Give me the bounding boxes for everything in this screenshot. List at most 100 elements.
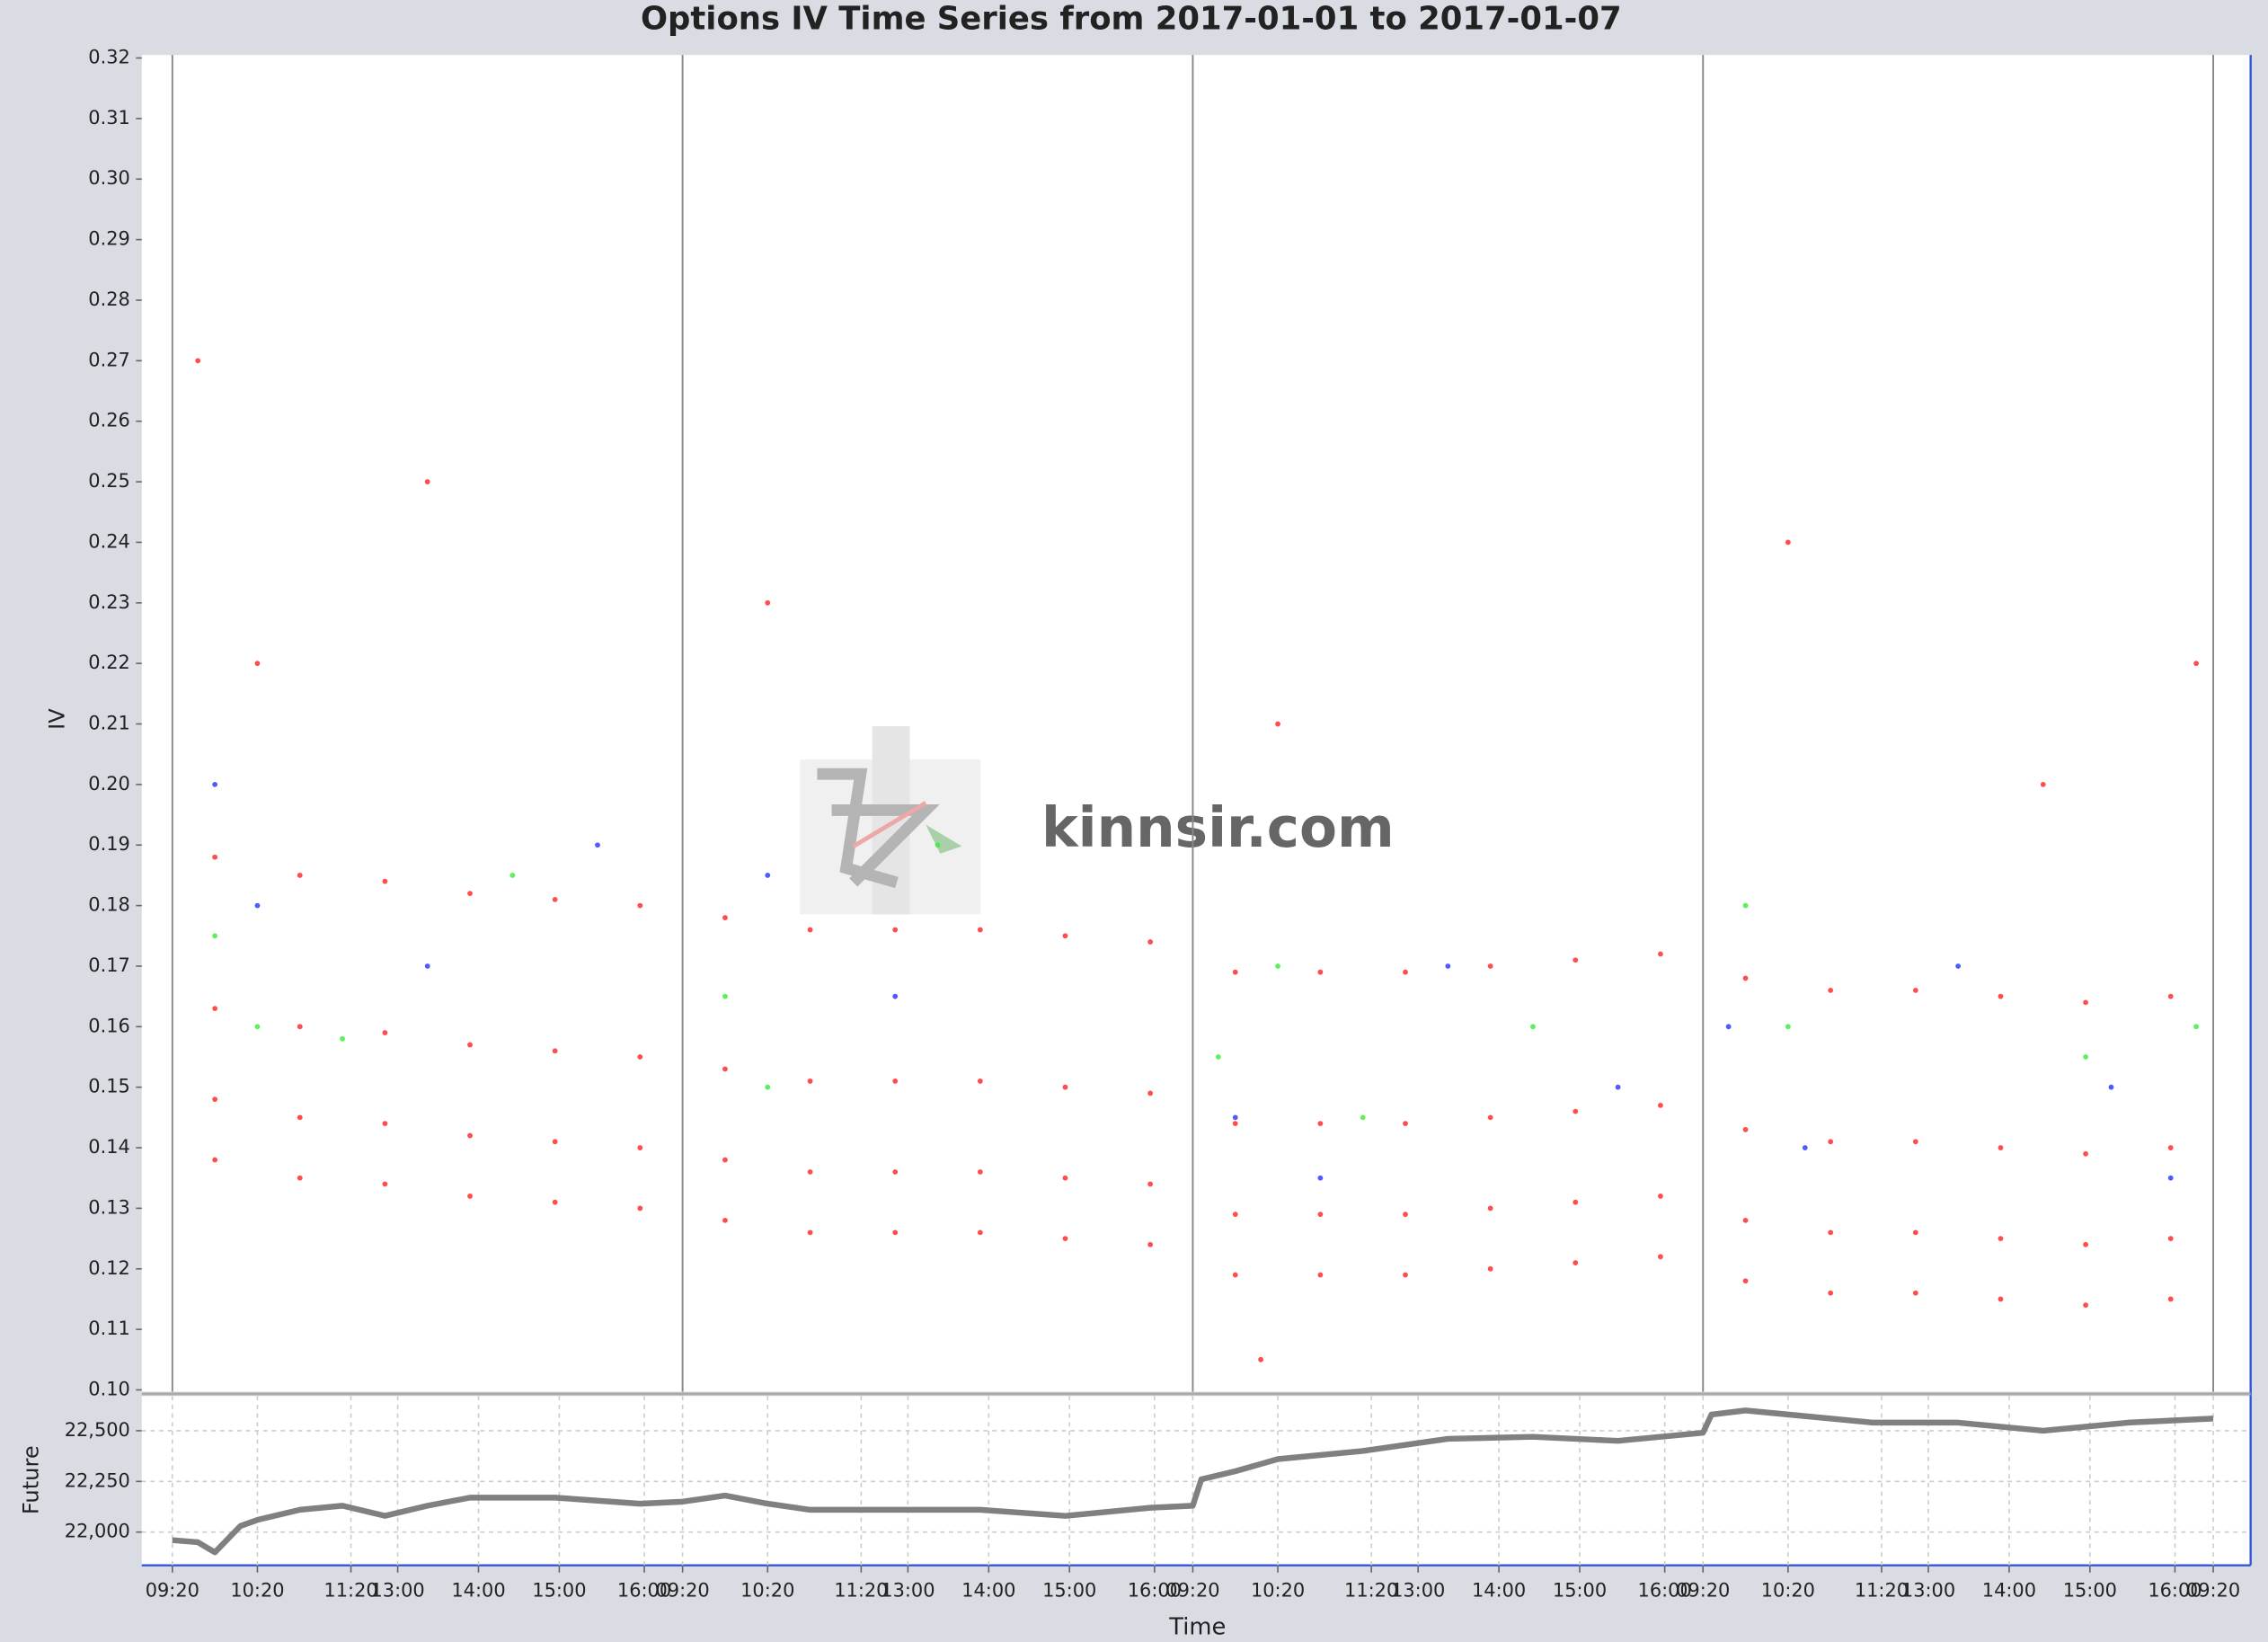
- iv-point: [467, 1194, 473, 1199]
- y-tick-label: 0.31: [88, 107, 130, 129]
- iv-point: [1573, 1108, 1579, 1114]
- iv-point: [1317, 1121, 1324, 1127]
- iv-point: [297, 1024, 303, 1030]
- iv-point: [552, 1048, 558, 1054]
- y-tick-label: 0.21: [88, 713, 130, 734]
- iv-point: [2083, 999, 2088, 1006]
- iv-point: [595, 842, 600, 848]
- iv-point: [212, 933, 218, 939]
- iv-point: [1147, 1241, 1154, 1247]
- iv-point: [1147, 1181, 1154, 1187]
- iv-point: [1275, 963, 1280, 969]
- iv-point: [552, 1199, 558, 1205]
- x-tick-label: 14:00: [1472, 1580, 1526, 1602]
- iv-point: [1912, 1229, 1918, 1236]
- iv-point: [424, 963, 430, 969]
- iv-point: [1062, 1236, 1068, 1241]
- iv-point: [765, 873, 771, 878]
- iv-point: [1912, 988, 1918, 993]
- iv-point: [1573, 1199, 1579, 1205]
- y-tick-label: 0.24: [88, 530, 130, 552]
- y-tick-label: 0.12: [88, 1257, 130, 1279]
- x-axis-label: Time: [1168, 1613, 1226, 1640]
- iv-point: [424, 479, 430, 484]
- x-tick-label: 10:20: [1761, 1580, 1815, 1602]
- iv-point: [1062, 1175, 1068, 1181]
- iv-point: [467, 1132, 473, 1139]
- y-tick-label: 22,250: [65, 1469, 130, 1491]
- iv-point: [807, 927, 813, 933]
- x-tick-label: 10:20: [230, 1580, 284, 1602]
- iv-point: [935, 842, 941, 848]
- iv-point: [892, 1229, 899, 1236]
- iv-point: [1062, 933, 1068, 939]
- iv-point: [1445, 963, 1451, 969]
- y-tick-label: 0.30: [88, 167, 130, 189]
- x-tick-label: 10:20: [1251, 1580, 1305, 1602]
- x-tick-label: 13:00: [1901, 1580, 1955, 1602]
- x-tick-label: 16:00: [2148, 1580, 2202, 1602]
- x-tick-label: 13:00: [370, 1580, 424, 1602]
- x-tick-label: 11:20: [1344, 1580, 1398, 1602]
- iv-plot-area: [141, 55, 2251, 1392]
- iv-point: [1317, 969, 1324, 975]
- x-tick-label: 15:00: [1553, 1580, 1607, 1602]
- iv-point: [807, 1229, 813, 1236]
- y-tick-label: 0.32: [88, 47, 130, 68]
- y-tick-label: 0.17: [88, 954, 130, 976]
- y-tick-label: 0.16: [88, 1015, 130, 1036]
- iv-point: [1955, 963, 1962, 969]
- iv-point: [637, 1054, 643, 1060]
- iv-point: [1828, 1290, 1834, 1296]
- y-tick-label: 0.29: [88, 228, 130, 250]
- iv-point: [2108, 1084, 2114, 1090]
- y-tick-label: 0.13: [88, 1196, 130, 1218]
- iv-point: [382, 878, 388, 884]
- iv-point: [637, 1145, 643, 1150]
- iv-point: [807, 1078, 813, 1084]
- y-tick-label: 0.23: [88, 591, 130, 613]
- iv-point: [1828, 1229, 1834, 1236]
- iv-point: [1998, 1296, 2004, 1302]
- iv-point: [467, 891, 473, 897]
- y-tick-label: 0.14: [88, 1136, 130, 1158]
- chart-title: Options IV Time Series from 2017-01-01 t…: [641, 1, 1622, 38]
- x-tick-label: 13:00: [881, 1580, 935, 1602]
- iv-point: [1742, 902, 1749, 909]
- future-line: [172, 1407, 2214, 1556]
- iv-point: [892, 927, 899, 933]
- y-tick-label: 0.15: [88, 1076, 130, 1097]
- iv-point: [212, 781, 218, 787]
- iv-point: [552, 1139, 558, 1145]
- watermark: kinnsir.com: [1041, 796, 1395, 860]
- iv-point: [1232, 1114, 1238, 1121]
- iv-point: [254, 1024, 261, 1030]
- y-axis-label: IV: [44, 708, 69, 730]
- iv-point: [2167, 1296, 2174, 1302]
- iv-point: [1403, 1121, 1408, 1127]
- iv-point: [1487, 1205, 1493, 1212]
- iv-point: [1658, 1103, 1663, 1108]
- y-tick-label: 0.19: [88, 833, 130, 855]
- iv-point: [212, 854, 218, 860]
- iv-point: [1573, 957, 1579, 963]
- y-tick-label: 22,000: [65, 1521, 130, 1542]
- iv-point: [1828, 1139, 1834, 1145]
- iv-point: [254, 902, 261, 909]
- iv-point: [2083, 1302, 2088, 1309]
- iv-point: [1258, 1356, 1264, 1362]
- iv-point: [2193, 1024, 2200, 1030]
- iv-point: [977, 1169, 983, 1175]
- iv-point: [807, 1169, 813, 1175]
- x-tick-label: 09:20: [2186, 1580, 2240, 1602]
- iv-point: [297, 1114, 303, 1121]
- iv-point: [1403, 969, 1408, 975]
- x-tick-label: 10:20: [740, 1580, 794, 1602]
- iv-point: [509, 873, 516, 878]
- iv-point: [977, 927, 983, 933]
- x-tick-label: 16:00: [617, 1580, 671, 1602]
- iv-point: [1232, 969, 1238, 975]
- iv-point: [977, 1078, 983, 1084]
